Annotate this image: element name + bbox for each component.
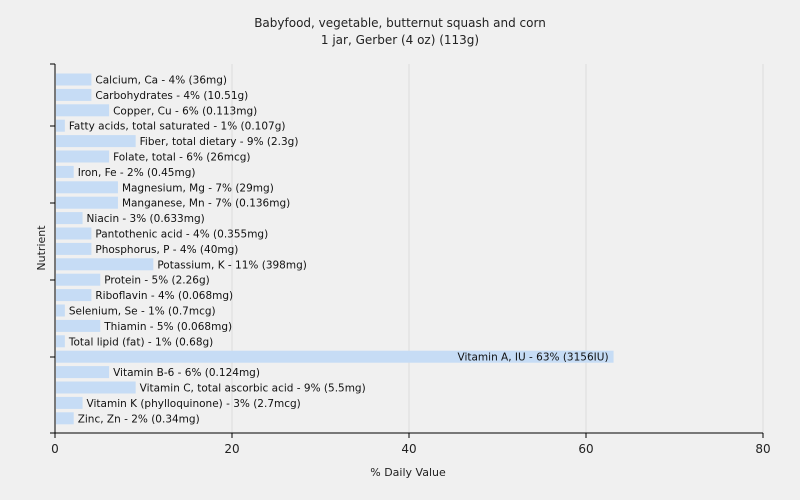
x-tick-label: 20 bbox=[224, 442, 239, 456]
bar-label: Total lipid (fat) - 1% (0.68g) bbox=[68, 336, 213, 348]
bar bbox=[56, 289, 92, 302]
chart-subtitle: 1 jar, Gerber (4 oz) (113g) bbox=[321, 33, 479, 47]
y-axis-title: Nutrient bbox=[35, 225, 48, 271]
x-tick-label: 60 bbox=[578, 442, 593, 456]
bar-label: Zinc, Zn - 2% (0.34mg) bbox=[78, 413, 200, 425]
bar-label: Fatty acids, total saturated - 1% (0.107… bbox=[69, 121, 286, 133]
bar-label: Vitamin A, IU - 63% (3156IU) bbox=[458, 352, 609, 364]
bar bbox=[56, 258, 154, 271]
bar bbox=[56, 273, 101, 286]
bar-label: Copper, Cu - 6% (0.113mg) bbox=[113, 105, 257, 117]
grid-lines bbox=[231, 64, 764, 433]
bar bbox=[56, 227, 92, 240]
x-axis-title: % Daily Value bbox=[370, 466, 446, 479]
x-tick-label: 40 bbox=[401, 442, 416, 456]
bar bbox=[56, 396, 83, 409]
axes-group: 0 20 40 60 80 bbox=[50, 63, 771, 456]
bar bbox=[56, 412, 74, 425]
bar-label: Calcium, Ca - 4% (36mg) bbox=[95, 75, 227, 87]
bar bbox=[56, 181, 118, 194]
bar-label: Pantothenic acid - 4% (0.355mg) bbox=[95, 229, 268, 241]
bar bbox=[56, 242, 92, 255]
bar bbox=[56, 381, 136, 394]
bar-label: Vitamin C, total ascorbic acid - 9% (5.5… bbox=[140, 383, 366, 395]
bar-label: Thiamin - 5% (0.068mg) bbox=[103, 321, 232, 333]
bar bbox=[56, 335, 65, 348]
x-tick-label: 80 bbox=[755, 442, 770, 456]
bar-label: Potassium, K - 11% (398mg) bbox=[157, 259, 307, 271]
bar bbox=[56, 350, 614, 363]
bar-label: Vitamin B-6 - 6% (0.124mg) bbox=[113, 367, 260, 379]
bar bbox=[56, 366, 110, 379]
bar bbox=[56, 73, 92, 86]
bar-label: Selenium, Se - 1% (0.7mcg) bbox=[69, 306, 216, 318]
bar bbox=[56, 119, 65, 132]
chart-title: Babyfood, vegetable, butternut squash an… bbox=[254, 16, 546, 30]
bar-label: Iron, Fe - 2% (0.45mg) bbox=[78, 167, 196, 179]
bar-label: Manganese, Mn - 7% (0.136mg) bbox=[122, 198, 290, 210]
bar bbox=[56, 150, 110, 163]
bars-group: Calcium, Ca - 4% (36mg) Carbohydrates - 4… bbox=[56, 73, 614, 425]
bar-label: Folate, total - 6% (26mcg) bbox=[113, 152, 250, 164]
bar bbox=[56, 135, 136, 148]
bar bbox=[56, 88, 92, 101]
bar-label: Phosphorus, P - 4% (40mg) bbox=[95, 244, 238, 256]
x-tick-label: 0 bbox=[51, 442, 59, 456]
bar-label: Vitamin K (phylloquinone) - 3% (2.7mcg) bbox=[87, 398, 301, 410]
bar bbox=[56, 319, 101, 332]
bar-label: Carbohydrates - 4% (10.51g) bbox=[95, 90, 248, 102]
bar bbox=[56, 196, 118, 209]
bar-label: Magnesium, Mg - 7% (29mg) bbox=[122, 182, 274, 194]
bar bbox=[56, 165, 74, 178]
bar-label: Riboflavin - 4% (0.068mg) bbox=[95, 290, 233, 302]
bar bbox=[56, 212, 83, 225]
bar-label: Fiber, total dietary - 9% (2.3g) bbox=[140, 136, 299, 148]
bar-label: Niacin - 3% (0.633mg) bbox=[87, 213, 205, 225]
bar-label: Protein - 5% (2.26g) bbox=[104, 275, 210, 287]
bar bbox=[56, 304, 65, 317]
bar bbox=[56, 104, 110, 117]
